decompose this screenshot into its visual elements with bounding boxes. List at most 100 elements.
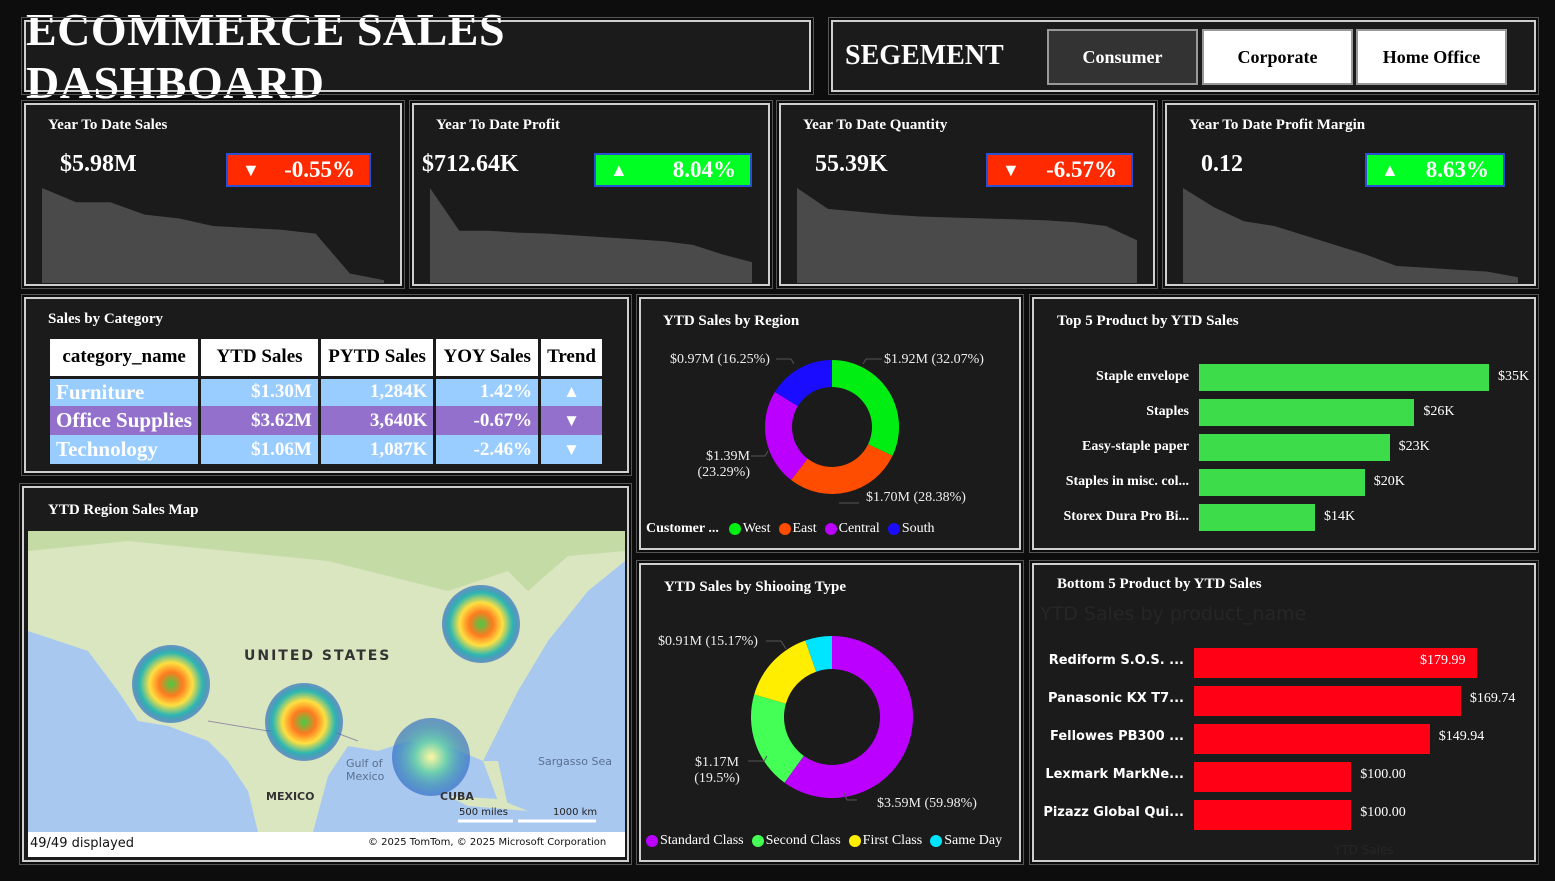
map-label-mexico: MEXICO	[266, 790, 315, 803]
leader-line	[843, 792, 857, 801]
segment-corporate-button[interactable]: Corporate	[1202, 29, 1353, 85]
table-row[interactable]: Office Supplies $3.62M 3,640K -0.67% ▼	[50, 406, 605, 435]
kpi-card: Year To Date Quantity 55.39K ▼ -6.57%	[776, 100, 1158, 289]
bar[interactable]	[1194, 762, 1352, 792]
map-cuba	[448, 796, 528, 811]
bar-category-label: Staple envelope	[1096, 369, 1189, 384]
column-header[interactable]: PYTD Sales	[319, 339, 437, 379]
map-label-gulf: Gulf of Mexico	[346, 757, 385, 783]
legend-item[interactable]: Second Class	[751, 833, 841, 849]
triangle-down-icon: ▼	[1002, 159, 1020, 180]
bar[interactable]	[1199, 504, 1315, 531]
legend-item[interactable]: Same Day	[930, 833, 1002, 849]
donut-slice-central[interactable]	[765, 392, 808, 481]
segment-label: SEGEMENT	[845, 40, 1004, 71]
legend-dot-icon	[646, 835, 658, 847]
bar[interactable]	[1199, 434, 1390, 461]
map-scale-miles: 500 miles	[459, 807, 508, 818]
panel-title: Sales by Category	[48, 311, 163, 327]
donut-slice-west[interactable]	[832, 360, 900, 456]
bar[interactable]	[1194, 800, 1352, 830]
donut-slice-same-day[interactable]	[805, 636, 832, 672]
legend-item[interactable]: East	[778, 521, 817, 537]
bar-value-label: $20K	[1373, 474, 1405, 489]
slice-label-first: $0.91M (15.17%)	[658, 634, 758, 649]
map-display-count: 49/49 displayed	[30, 836, 135, 851]
kpi-change-badge: ▲ 8.04%	[594, 153, 752, 187]
table-row[interactable]: Technology $1.06M 1,087K -2.46% ▼	[50, 435, 605, 464]
category-table: category_name YTD Sales PYTD Sales YOY S…	[50, 339, 605, 464]
legend-label: Standard Class	[660, 833, 744, 848]
donut-slice-first-class[interactable]	[754, 640, 817, 704]
column-header[interactable]: Trend	[539, 339, 605, 379]
column-header[interactable]: category_name	[50, 339, 202, 379]
legend-label: First Class	[862, 833, 923, 848]
map-canvas[interactable]: UNITED STATES Gulf of Mexico MEXICO CUBA…	[28, 531, 625, 832]
legend-dot-icon	[887, 523, 900, 535]
table-row[interactable]: Furniture $1.30M 1,284K 1.42% ▲	[50, 377, 605, 406]
kpi-title: Year To Date Profit	[436, 117, 561, 133]
trend-cell: ▼	[539, 406, 605, 435]
category-cell: Technology	[50, 435, 202, 464]
slice-label-central: $1.39M (23.29%)	[697, 449, 751, 480]
pytd-sales-cell: 1,284K	[319, 377, 437, 406]
column-header[interactable]: YTD Sales	[199, 339, 321, 379]
legend-item[interactable]: First Class	[848, 833, 923, 849]
bar[interactable]	[1199, 399, 1415, 426]
x-axis-title: YTD Sales	[1334, 843, 1394, 857]
kpi-change-value: 8.63%	[1425, 157, 1489, 182]
legend-dot-icon	[728, 523, 741, 535]
kpi-value: $5.98M	[60, 151, 137, 177]
bar-category-label: Staples in misc. col...	[1065, 474, 1189, 489]
legend-dot-icon	[930, 835, 943, 847]
map-label-sargasso: Sargasso Sea	[538, 755, 612, 768]
bar-category-label: Rediform S.O.S. ...	[1048, 653, 1184, 668]
bar[interactable]	[1194, 724, 1430, 754]
sales-by-category-panel: Sales by Category category_name YTD Sale…	[21, 294, 632, 476]
bar-category-label: Panasonic KX T7...	[1048, 691, 1184, 706]
bar[interactable]	[1199, 469, 1365, 496]
donut-slice-standard-class[interactable]	[784, 636, 913, 798]
map-florida	[483, 761, 508, 806]
column-header[interactable]: YOY Sales	[434, 339, 542, 379]
bar[interactable]	[1199, 364, 1489, 391]
legend-item[interactable]: West	[728, 521, 771, 537]
panel-title: Top 5 Product by YTD Sales	[1057, 313, 1239, 329]
kpi-title: Year To Date Quantity	[803, 117, 948, 133]
kpi-change-badge: ▲ 8.63%	[1365, 153, 1505, 187]
bar-value-label: $26K	[1423, 404, 1455, 419]
bar-value-label: $100.00	[1360, 805, 1406, 820]
bar[interactable]	[1194, 648, 1477, 678]
leader-line	[751, 450, 769, 457]
triangle-up-icon: ▲	[1381, 159, 1399, 180]
donut-slice-south[interactable]	[774, 360, 832, 407]
map-scale-km: 1000 km	[553, 807, 598, 818]
kpi-sparkline	[797, 188, 1137, 283]
bar-category-label: Pizazz Global Qui...	[1043, 805, 1184, 820]
bar-value-label: $23K	[1398, 439, 1430, 454]
ytd-sales-cell: $3.62M	[199, 406, 321, 435]
kpi-title: Year To Date Profit Margin	[1189, 117, 1366, 133]
leader-line	[766, 640, 787, 650]
segment-consumer-button[interactable]: Consumer	[1047, 29, 1198, 85]
legend-item[interactable]: Central	[824, 521, 880, 537]
slice-label-west: $1.92M (32.07%)	[884, 352, 984, 367]
donut-slice-east[interactable]	[791, 444, 893, 494]
legend-title: Customer ...	[646, 521, 719, 536]
title-panel: ECOMMERCE SALES DASHBOARD	[21, 4, 814, 108]
bar-category-label: Staples	[1146, 404, 1189, 419]
legend-item[interactable]: South	[887, 521, 935, 537]
segment-home-office-button[interactable]: Home Office	[1356, 29, 1507, 85]
yoy-sales-cell: -0.67%	[434, 406, 542, 435]
legend-label: Same Day	[944, 833, 1003, 848]
kpi-sparkline	[430, 188, 752, 283]
bar[interactable]	[1194, 686, 1461, 716]
kpi-sparkline	[1183, 188, 1518, 283]
bar-value-label: $14K	[1324, 509, 1356, 524]
bar-value-label: $179.99	[1420, 653, 1466, 668]
heat-point-west	[132, 645, 210, 723]
yoy-sales-cell: -2.46%	[434, 435, 542, 464]
legend-item[interactable]: Standard Class	[646, 833, 744, 849]
leader-line	[748, 755, 768, 762]
leader-line	[776, 358, 795, 365]
